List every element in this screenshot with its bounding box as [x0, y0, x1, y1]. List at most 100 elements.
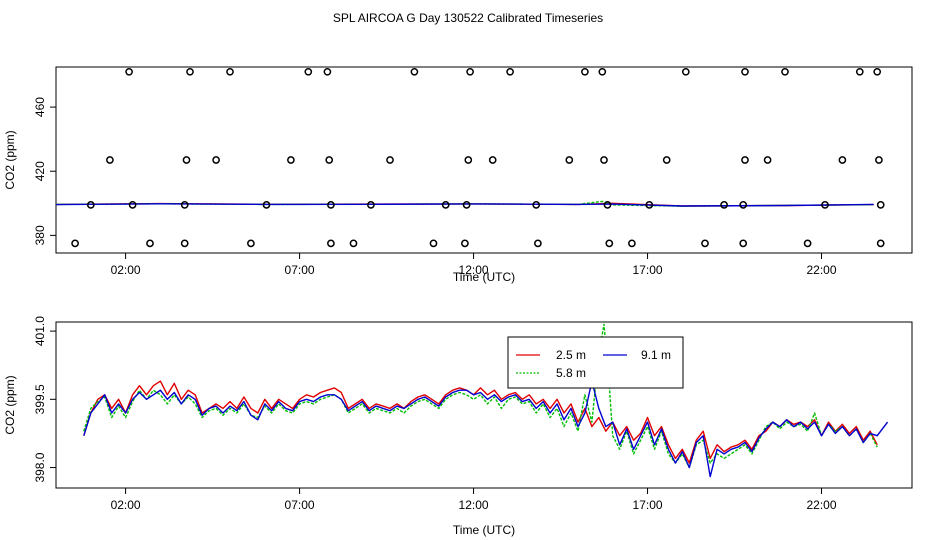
- point-56: [701, 239, 709, 248]
- point-6: [466, 67, 474, 76]
- point-46: [146, 239, 154, 248]
- point-58: [803, 239, 812, 248]
- point-49: [327, 239, 335, 248]
- panel-bottom: 02:00 07:00 12:00 17:00 22:00 398.0 399.5 401.…: [3, 316, 913, 537]
- point-52: [461, 239, 469, 248]
- point-43: [821, 201, 829, 209]
- point-18: [287, 156, 295, 164]
- point-36: [441, 201, 450, 209]
- series-lines-top: [55, 200, 874, 207]
- point-3: [304, 67, 313, 76]
- point-50: [349, 239, 358, 248]
- legend-box: [507, 336, 684, 389]
- y-axis-top: 380 420 460: [33, 97, 56, 245]
- point-32: [180, 201, 189, 209]
- point-29: [875, 156, 883, 164]
- y-axis-bottom: 398.0 399.5 401.0: [33, 316, 56, 483]
- point-33: [262, 201, 271, 209]
- point-54: [605, 239, 614, 248]
- plot-frame-top: [55, 66, 913, 254]
- point-2: [226, 67, 234, 76]
- y-tick-label-top-2: 460: [33, 97, 47, 117]
- y-tick-label-bottom-1: 399.5: [33, 384, 47, 414]
- x-axis-label-bottom: Time (UTC): [453, 523, 515, 537]
- point-55: [628, 239, 636, 248]
- x-axis-bottom: 02:00 07:00 12:00 17:00 22:00: [111, 488, 837, 512]
- outlier-points-top: [71, 67, 885, 248]
- x-tick-label-top-3: 17:00: [633, 263, 663, 277]
- point-53: [534, 239, 542, 248]
- point-9: [598, 67, 607, 76]
- point-59: [876, 239, 885, 248]
- x-tick-label-bottom-4: 22:00: [807, 498, 837, 512]
- point-25: [662, 156, 671, 164]
- point-19: [325, 156, 334, 164]
- x-axis-top: 02:00 07:00 12:00 17:00 22:00: [111, 253, 837, 277]
- point-4: [323, 67, 332, 76]
- legend-label-9-1m: 9.1 m: [641, 348, 671, 362]
- point-35: [367, 201, 375, 209]
- point-38: [532, 201, 541, 209]
- legend-label-5-8m: 5.8 m: [556, 366, 586, 380]
- x-axis-label-top: Time (UTC): [453, 270, 515, 284]
- y-tick-label-top-1: 420: [33, 161, 47, 181]
- y-tick-label-top-0: 380: [33, 225, 47, 245]
- legend: 2.5 m 5.8 m 9.1 m: [507, 336, 684, 389]
- point-40: [645, 201, 654, 209]
- point-13: [855, 67, 864, 76]
- series-line-top-9-1m: [55, 203, 874, 207]
- x-tick-label-bottom-0: 02:00: [111, 498, 141, 512]
- point-28: [838, 156, 847, 164]
- point-39: [603, 201, 612, 209]
- x-tick-label-bottom-2: 12:00: [459, 498, 489, 512]
- point-5: [410, 67, 419, 76]
- x-tick-label-top-1: 07:00: [285, 263, 315, 277]
- plot-frame-bottom: [55, 321, 913, 489]
- point-24: [600, 156, 608, 164]
- point-22: [488, 156, 497, 164]
- series-line-bottom-9-1m: [83, 380, 889, 478]
- chart-title: SPL AIRCOA G Day 130522 Calibrated Times…: [333, 11, 603, 25]
- point-26: [741, 156, 749, 164]
- point-27: [763, 156, 772, 164]
- point-8: [581, 67, 589, 76]
- point-0: [125, 67, 133, 76]
- point-45: [71, 239, 79, 248]
- point-7: [506, 67, 514, 76]
- y-tick-label-bottom-2: 401.0: [33, 316, 47, 346]
- point-41: [720, 201, 728, 209]
- point-16: [182, 156, 191, 164]
- point-57: [739, 239, 748, 248]
- legend-label-2-5m: 2.5 m: [556, 348, 586, 362]
- point-1: [186, 67, 194, 76]
- point-10: [681, 67, 690, 76]
- point-37: [462, 201, 471, 209]
- series-line-bottom-2-5m: [83, 380, 878, 464]
- series-lines-bottom: [83, 323, 889, 478]
- x-tick-label-top-2: 12:00: [459, 263, 489, 277]
- x-tick-label-top-4: 22:00: [807, 263, 837, 277]
- y-tick-label-bottom-0: 398.0: [33, 452, 47, 482]
- x-tick-label-top-0: 02:00: [111, 263, 141, 277]
- point-20: [386, 156, 394, 164]
- series-line-bottom-5-8m: [83, 323, 878, 469]
- point-30: [86, 201, 95, 209]
- point-34: [327, 201, 335, 209]
- point-14: [873, 67, 882, 76]
- point-23: [565, 156, 574, 164]
- x-tick-label-bottom-1: 07:00: [285, 498, 315, 512]
- point-51: [429, 239, 438, 248]
- point-31: [128, 201, 137, 209]
- y-axis-label-top: CO2 (ppm): [3, 130, 17, 189]
- point-47: [180, 239, 189, 248]
- point-11: [741, 67, 749, 76]
- point-15: [106, 156, 114, 164]
- point-48: [247, 239, 255, 248]
- point-42: [739, 201, 748, 209]
- point-17: [212, 156, 220, 164]
- point-44: [876, 201, 885, 209]
- point-12: [781, 67, 789, 76]
- x-tick-label-bottom-3: 17:00: [633, 498, 663, 512]
- y-axis-label-bottom: CO2 (ppm): [3, 375, 17, 434]
